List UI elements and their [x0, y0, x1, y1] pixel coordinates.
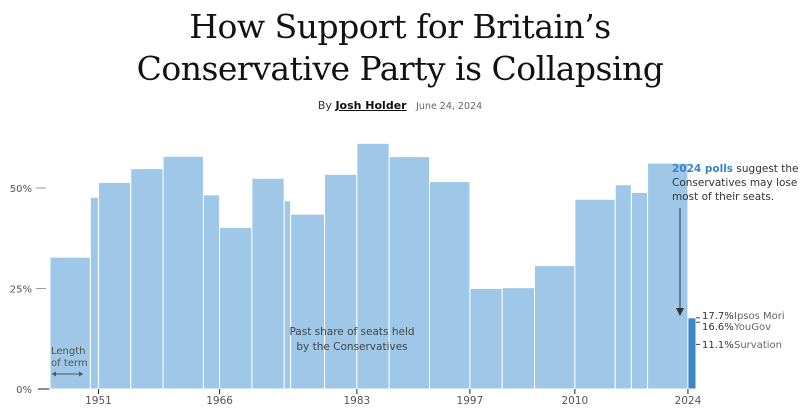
- bar-past-term: [647, 162, 689, 390]
- bar-past-term: [202, 194, 221, 390]
- poll-source-label: Ipsos Mori: [734, 311, 785, 322]
- poll-source-label: YouGov: [733, 322, 771, 333]
- byline: By Josh Holder June 24, 2024: [0, 99, 800, 112]
- bar-past-term: [429, 181, 471, 390]
- bar-past-term: [251, 177, 285, 390]
- x-tick-label: 1951: [85, 395, 112, 407]
- bar-past-term: [388, 156, 431, 390]
- bar-past-term: [469, 288, 503, 390]
- y-tick-label: 50%: [10, 184, 32, 195]
- x-tick-label: 2024: [675, 395, 702, 407]
- byline-prefix: By: [317, 99, 332, 112]
- x-tick-label: 1997: [457, 395, 484, 407]
- y-tick-label: 0%: [16, 385, 32, 396]
- poll-value-label: 16.6%: [702, 322, 734, 333]
- publish-date: June 24, 2024: [416, 101, 483, 112]
- bar-past-term: [219, 226, 253, 390]
- bar-past-term: [162, 155, 204, 390]
- title-line-1: How Support for Britain’s: [189, 7, 611, 46]
- bar-past-term: [574, 198, 616, 390]
- bar-past-term: [356, 142, 390, 390]
- poll-source-label: Survation: [734, 340, 782, 351]
- poll-note-line-2: Conservatives may lose: [672, 177, 797, 189]
- title-line-2: Conservative Party is Collapsing: [136, 49, 664, 88]
- poll-value-label: 17.7%: [702, 311, 734, 322]
- x-tick-label: 1983: [343, 395, 370, 407]
- bar-2024-poll: [687, 317, 697, 390]
- bar-past-term: [501, 287, 536, 390]
- bar-past-term: [324, 173, 358, 390]
- y-tick-label: 25%: [10, 285, 32, 296]
- author-link[interactable]: Josh Holder: [335, 99, 407, 112]
- bar-past-term: [283, 200, 292, 390]
- poll-note-line-1: 2024 polls suggest the: [672, 163, 798, 175]
- poll-note-rest: suggest the: [733, 163, 798, 175]
- bar-past-term: [49, 256, 91, 390]
- bar-past-term: [534, 265, 576, 390]
- chart-title: How Support for Britain’s Conservative P…: [0, 6, 800, 90]
- bar-past-term: [130, 168, 164, 390]
- bar-past-term: [97, 181, 132, 390]
- bar-past-term: [290, 213, 326, 390]
- term-length-arrow: [52, 371, 83, 377]
- y-axis-ticks: 0% 25% 50%: [10, 184, 32, 396]
- past-share-label-line-2: by the Conservatives: [296, 341, 407, 353]
- poll-value-label: 11.1%: [702, 340, 734, 351]
- bar-past-term: [614, 184, 632, 390]
- x-tick-label: 1966: [206, 395, 233, 407]
- bar-past-term: [630, 191, 649, 390]
- bars: [49, 142, 697, 390]
- poll-note-strong: 2024 polls: [672, 163, 733, 175]
- x-tick-label: 2010: [562, 395, 589, 407]
- poll-note-line-3: most of their seats.: [672, 191, 774, 203]
- x-axis-ticks: 1951 1966 1983 1997 2010 2024: [85, 389, 702, 407]
- term-label-line-2: of term: [51, 358, 88, 369]
- past-share-label-line-1: Past share of seats held: [289, 326, 414, 338]
- bar-past-term: [89, 196, 99, 390]
- term-label-line-1: Length: [51, 346, 86, 357]
- poll-note-arrow: [676, 208, 684, 316]
